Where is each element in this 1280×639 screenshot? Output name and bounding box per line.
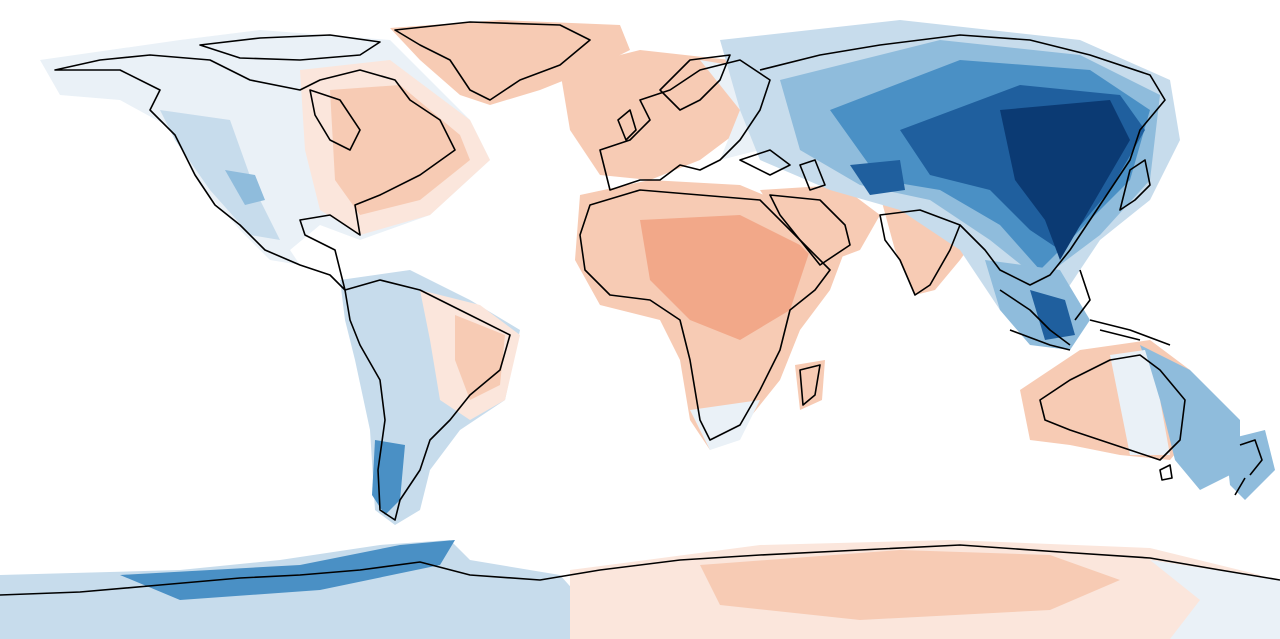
coastline-north-america	[54, 54, 456, 291]
coastline-british-isles	[617, 109, 637, 141]
region-africa-warm-core	[640, 215, 810, 340]
coastline-antarctica	[0, 544, 1280, 596]
region-southeast-asia-deep	[1030, 290, 1075, 340]
region-asia-cool-darkest	[1000, 100, 1130, 260]
region-asia-cool-west-spot	[850, 160, 905, 195]
coastline-arctic-islands	[199, 34, 381, 61]
region-antarctica-west-deep	[120, 540, 455, 600]
region-north-america-cool-west	[160, 110, 280, 240]
region-antarctica-east-edge	[1150, 560, 1280, 639]
region-antarctica-east-core	[700, 550, 1120, 620]
coastline-madagascar	[799, 364, 821, 406]
coastline-india	[879, 209, 961, 296]
coastline-south-america	[344, 279, 511, 521]
coastline-arabia	[769, 194, 851, 266]
region-south-america-warm-core	[455, 315, 505, 400]
coastline-scandinavia	[659, 54, 731, 111]
coastlines	[0, 21, 1280, 596]
region-australia-cool-east	[1140, 345, 1240, 490]
coastline-new-zealand	[1234, 439, 1263, 496]
region-australia-transition	[1110, 350, 1170, 455]
coastline-australia	[1039, 354, 1186, 461]
coastline-hudson-bay	[309, 89, 361, 151]
coastline-japan	[1119, 159, 1151, 211]
region-africa-cool-south	[690, 400, 760, 450]
land-shading	[0, 20, 1280, 639]
region-greenland	[390, 20, 630, 105]
coastline-asia	[759, 34, 1166, 286]
coastline-africa	[579, 189, 831, 441]
coastline-europe	[599, 59, 771, 191]
coastline-black-caspian	[739, 149, 826, 191]
coastline-greenland	[394, 21, 591, 101]
coastline-southeast-asia	[999, 269, 1171, 346]
region-north-america-cool-spot	[225, 170, 265, 205]
region-new-zealand	[1225, 430, 1275, 500]
coastline-tasmania	[1159, 464, 1173, 481]
coastline-indonesia	[1009, 329, 1141, 351]
